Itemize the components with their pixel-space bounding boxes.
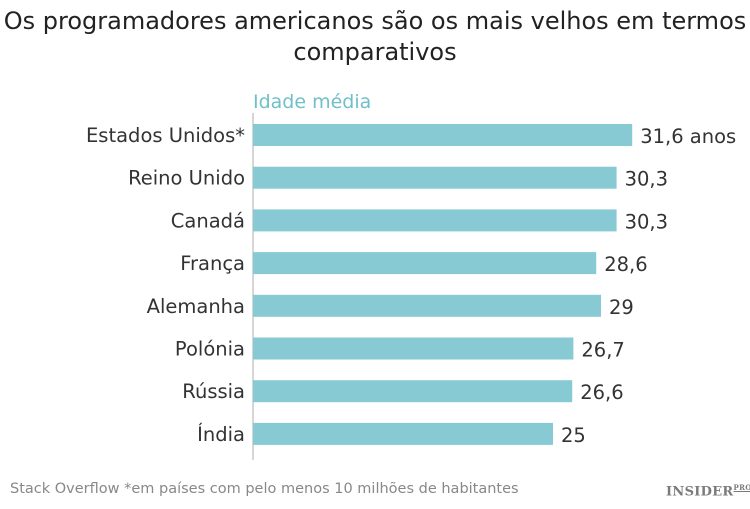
data-label: 29 [609,296,634,319]
data-label: 25 [561,424,586,447]
bar [253,252,597,275]
category-label: Canadá [171,209,245,232]
bar [253,166,617,189]
category-label: Estados Unidos* [86,124,245,147]
bar [253,294,601,317]
data-label: 30,3 [625,210,668,233]
category-label: Índia [197,423,245,446]
category-label: Alemanha [147,295,245,318]
logo-sup: PRO [733,483,750,492]
bar [253,422,553,445]
bar [253,124,633,146]
data-label: 26,6 [580,381,623,404]
data-label: 26,7 [581,339,624,362]
category-label: Rússia [182,380,245,403]
bar [253,337,574,360]
category-label: Reino Unido [128,167,245,190]
logo-text: INSIDER [666,484,734,500]
axis-label: Idade média [253,91,371,113]
bar [253,380,573,403]
data-label: 31,6 anos [640,125,736,148]
data-label: 30,3 [625,168,668,191]
logo: INSIDERPRO [666,483,750,499]
category-label: Polónia [175,338,245,361]
category-label: França [180,252,245,275]
data-label: 28,6 [604,253,647,276]
chart-title: Os programadores americanos são os mais … [3,7,747,66]
source-note: Stack Overflow *em países com pelo menos… [10,481,519,497]
bar [253,209,617,232]
